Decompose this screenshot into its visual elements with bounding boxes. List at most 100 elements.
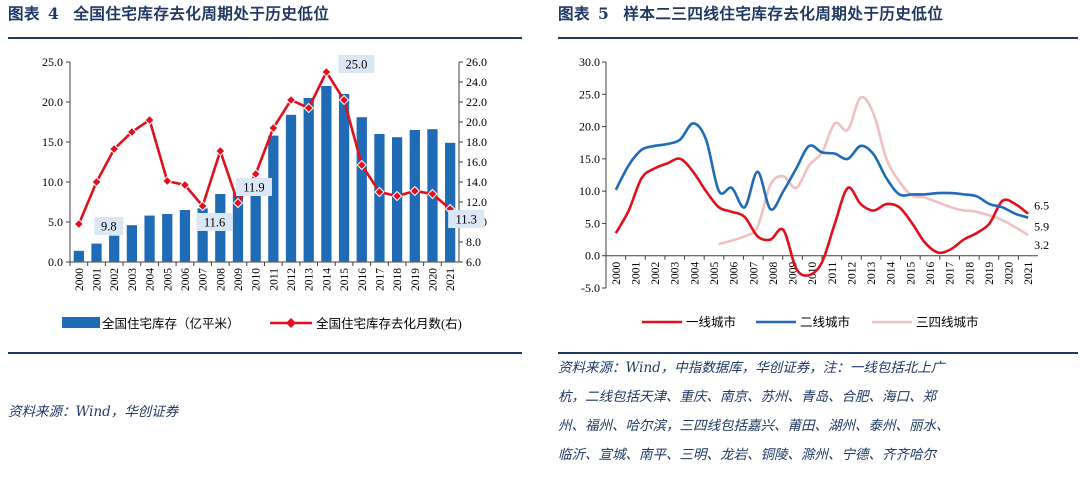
bar: [338, 94, 350, 262]
x-tick-label: 2006: [180, 268, 192, 291]
y2-tick-label: 22.0: [466, 95, 487, 109]
line-marker: [91, 176, 102, 188]
bar: [73, 250, 84, 262]
x-tick-label: 2007: [748, 261, 760, 284]
legend-bar-swatch: [62, 317, 100, 328]
line-marker: [126, 126, 138, 138]
line-marker: [321, 66, 332, 78]
y-tick-label: 10.0: [579, 184, 600, 198]
annotation-box: [338, 55, 375, 73]
y2-tick-label: 18.0: [466, 135, 487, 149]
x-tick-label: 2008: [768, 261, 780, 284]
bar: [109, 235, 120, 262]
x-tick-label: 2004: [689, 261, 701, 284]
bar: [285, 114, 297, 262]
x-tick-label: 2016: [357, 268, 369, 291]
y2-tick-label: 8.0: [466, 235, 481, 249]
bar: [144, 215, 155, 262]
x-tick-label: 2003: [127, 268, 139, 291]
bar: [445, 142, 456, 262]
legend-bar-label: 全国住宅库存（亿平米）: [102, 316, 240, 331]
line-marker: [268, 122, 279, 134]
y-tick-label: 25.0: [579, 87, 600, 101]
annotation-box: [448, 210, 485, 228]
x-tick-label: 2017: [374, 268, 386, 291]
x-tick-label: 2013: [866, 261, 878, 284]
x-tick-label: 2011: [827, 261, 839, 284]
y2-tick-label: 6.0: [466, 255, 481, 269]
x-tick-label: 2011: [268, 268, 280, 291]
x-tick-label: 2012: [846, 261, 858, 284]
legend-line-marker: [286, 318, 296, 328]
y-tick-label: 30.0: [579, 55, 600, 69]
right-source-line: 杭，二线包括天津、重庆、南京、苏州、青岛、合肥、海口、郑: [558, 389, 936, 405]
x-tick-label: 2020: [427, 268, 439, 291]
line-marker: [162, 175, 173, 187]
left-top-rule: [8, 37, 522, 39]
x-tick-label: 2021: [1023, 261, 1035, 284]
x-tick-label: 2004: [145, 268, 157, 291]
x-tick-label: 2019: [410, 268, 422, 291]
legend-line-label: 全国住宅库存去化月数(右): [316, 316, 462, 331]
annotation-box: [235, 178, 272, 196]
end-label: 6.5: [1034, 199, 1049, 213]
annotation-label: 25.0: [345, 58, 367, 72]
x-tick-label: 2002: [109, 268, 121, 291]
y-tick-label: 5.0: [585, 216, 600, 230]
y-tick-label: -5.0: [581, 281, 600, 295]
x-tick-label: 2018: [392, 268, 404, 291]
line-marker: [303, 102, 314, 114]
x-tick-label: 2018: [964, 261, 976, 284]
left-figure-title: 图表 4 全国住宅库存去化周期处于历史低位: [8, 4, 330, 23]
x-tick-label: 2009: [233, 268, 245, 291]
x-tick-label: 2021: [445, 268, 457, 291]
line-marker: [391, 190, 403, 202]
right-source-line: 临沂、宣城、南平、三明、龙岩、铜陵、滁州、宁德、齐齐哈尔: [558, 447, 936, 463]
x-tick-label: 2012: [286, 268, 298, 291]
line-marker: [197, 200, 208, 212]
bar: [356, 117, 367, 262]
right-bottom-rule: [558, 352, 1078, 354]
right-source-line: 资料来源：Wind，中指数据库，华创证券，注：一线包括北上广: [558, 360, 945, 376]
line-marker: [232, 197, 244, 209]
line-marker: [356, 159, 367, 171]
legend-label: 一线城市: [686, 315, 736, 330]
x-tick-label: 2003: [670, 261, 682, 284]
annotation-box: [94, 217, 124, 235]
x-tick-label: 2010: [251, 268, 263, 291]
right-top-rule: [558, 37, 1078, 39]
y-tick-label: 15.0: [579, 152, 600, 166]
y2-tick-label: 26.0: [466, 55, 487, 69]
line-series-tier1: [614, 157, 1029, 277]
bar: [197, 208, 208, 262]
x-tick-label: 2000: [74, 268, 86, 291]
left-chart: 0.05.010.015.020.025.06.08.010.012.014.0…: [42, 55, 487, 331]
x-tick-label: 2007: [198, 268, 210, 291]
y2-tick-label: 20.0: [466, 115, 487, 129]
x-tick-label: 2015: [905, 261, 917, 284]
x-tick-label: 2005: [709, 261, 721, 284]
x-tick-label: 2013: [304, 268, 316, 291]
bar: [126, 225, 138, 262]
bar: [91, 243, 102, 262]
left-source: 资料来源：Wind，华创证券: [8, 404, 179, 420]
end-label: 3.2: [1034, 238, 1049, 252]
bar: [303, 98, 314, 262]
annotation-label: 11.6: [204, 216, 225, 230]
right-chart: -5.0 0.0 5.0 10.0 15.0 20.0 25.0 30.0 2000 2001 20…: [579, 55, 1049, 330]
x-tick-label: 2014: [886, 261, 898, 284]
x-tick-label: 2002: [650, 261, 662, 284]
line-marker: [73, 218, 85, 230]
y-tick-label: 0.0: [48, 255, 63, 269]
line-marker: [215, 145, 226, 157]
line-series: [77, 69, 452, 225]
x-tick-label: 2016: [925, 261, 937, 284]
line-marker: [144, 114, 155, 126]
bar: [179, 210, 191, 262]
annotation-label: 9.8: [101, 220, 117, 234]
line-marker: [285, 94, 297, 106]
line-series-tier34: [718, 95, 1029, 246]
x-tick-label: 2015: [339, 268, 351, 291]
right-source: 资料来源：Wind，中指数据库，华创证券，注：一线包括北上广 杭，二线包括天津、…: [558, 354, 1080, 470]
x-tick-label: 2020: [1004, 261, 1016, 284]
